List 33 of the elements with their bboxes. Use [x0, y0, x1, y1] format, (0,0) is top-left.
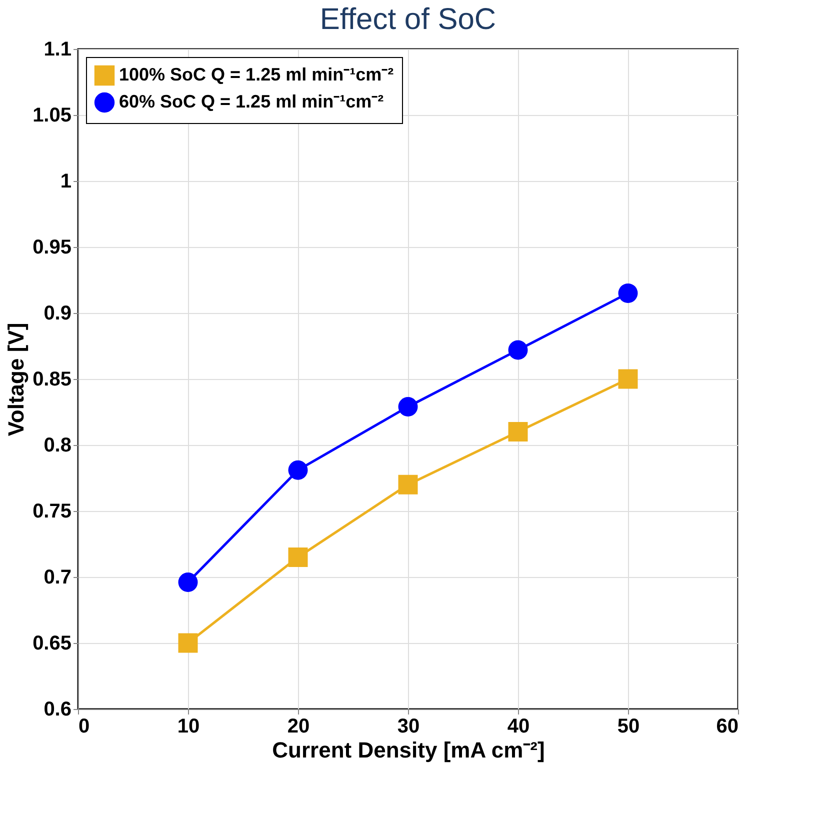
- point: [178, 633, 198, 653]
- x-tick-label: 40: [507, 716, 530, 738]
- y-axis-title: Voltage [V]: [4, 322, 29, 436]
- x-tick-label: 20: [287, 716, 310, 738]
- y-tick-label: 0.85: [32, 368, 72, 390]
- y-tick-label: 1.1: [44, 38, 72, 60]
- legend-label: 60% SoC Q = 1.25 ml min⁻¹cm⁻²: [119, 92, 384, 112]
- y-tick-label: 0.8: [44, 434, 72, 456]
- y-tick-label: 1.05: [32, 104, 72, 126]
- y-tick-label: 0.95: [32, 236, 72, 258]
- x-tick-label: 10: [177, 716, 200, 738]
- y-tick-label: 0.75: [32, 500, 72, 522]
- point: [398, 474, 418, 494]
- x-tick-label: 50: [617, 716, 640, 738]
- point: [398, 396, 418, 416]
- y-tick-label: 1: [60, 170, 72, 192]
- point: [288, 547, 308, 567]
- x-tick-label: 0: [78, 716, 90, 738]
- y-tick-label: 0.9: [44, 302, 72, 324]
- point: [618, 369, 638, 389]
- y-tick-label: 0.7: [44, 566, 72, 588]
- chart-title: Effect of SoC: [320, 3, 496, 36]
- point: [508, 340, 528, 360]
- legend-label: 100% SoC Q = 1.25 ml min⁻¹cm⁻²: [119, 64, 394, 84]
- y-tick-label: 0.65: [32, 632, 72, 654]
- x-tick-label: 60: [716, 716, 738, 738]
- point: [288, 460, 308, 480]
- x-axis-title: Current Density [mA cm⁻²]: [272, 738, 545, 762]
- x-tick-label: 30: [397, 716, 420, 738]
- point: [618, 283, 638, 303]
- point: [178, 572, 198, 592]
- point: [508, 422, 528, 442]
- y-tick-label: 0.6: [44, 698, 72, 720]
